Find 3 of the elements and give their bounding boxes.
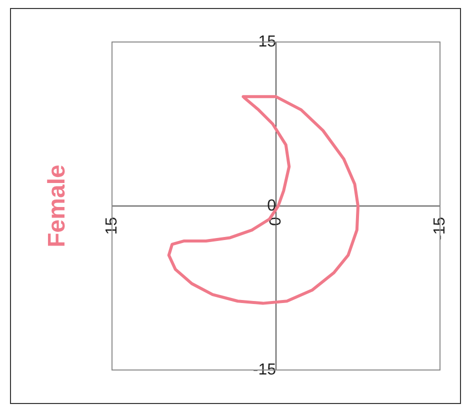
y-tick-label: 15 [258,33,276,50]
x-tick-label: 15 [103,216,120,235]
text: Female [44,164,71,248]
